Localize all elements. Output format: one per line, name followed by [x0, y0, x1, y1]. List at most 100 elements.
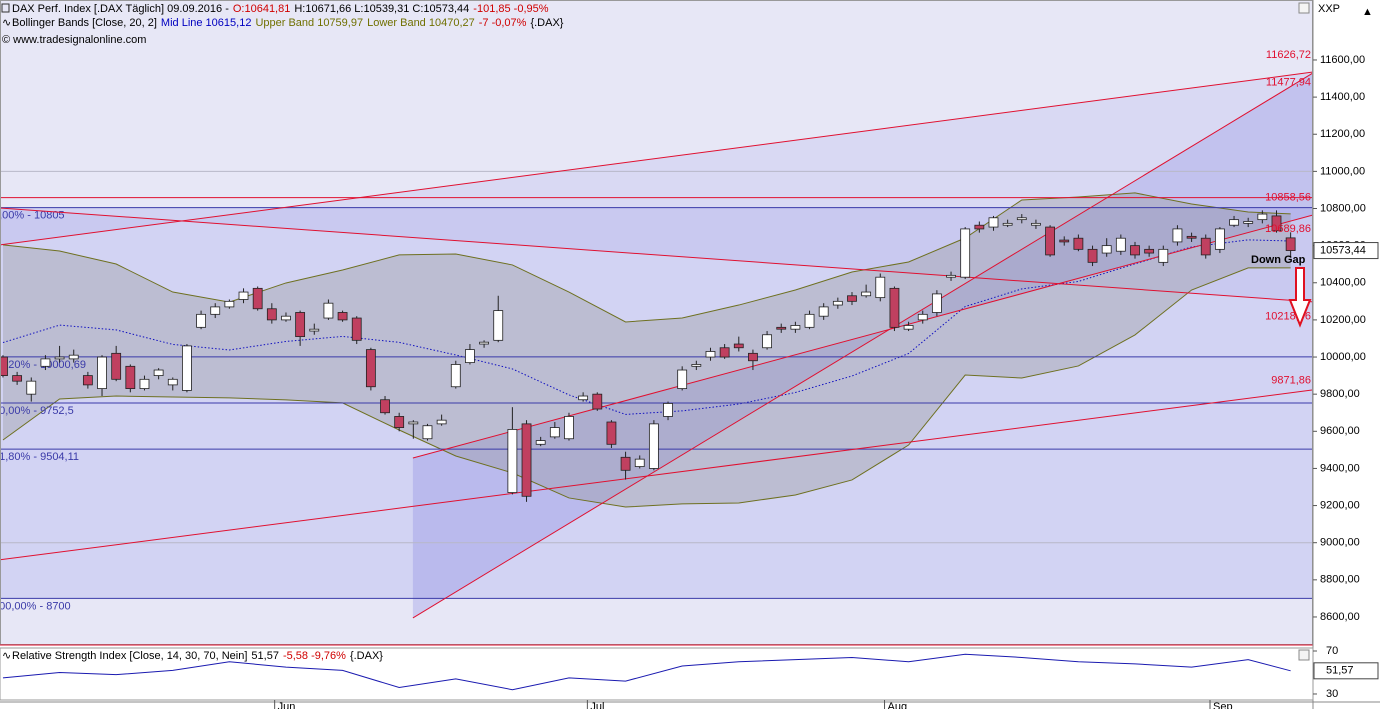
legend-part: {.DAX} — [350, 650, 383, 662]
candle-body — [549, 427, 560, 438]
candle-body — [776, 326, 787, 330]
y-tick-label: 9000,00 — [1320, 537, 1360, 549]
y-tick-label: 10800,00 — [1320, 202, 1366, 214]
y-tick-label: 8800,00 — [1320, 574, 1360, 586]
candle-body — [337, 312, 348, 321]
candle-body — [0, 356, 8, 377]
candle-body — [1101, 245, 1112, 254]
legend-text: Bollinger Bands [Close, 20, 2] Mid Line 1… — [12, 17, 564, 29]
candle-body — [733, 343, 744, 349]
candle-body — [889, 287, 900, 328]
candle-body — [804, 313, 815, 328]
candle-body — [1073, 237, 1084, 250]
candle-body — [677, 369, 688, 389]
candle-body — [408, 421, 419, 425]
legend-part: 51,57 — [251, 650, 279, 662]
x-tick-label: Sep — [1213, 701, 1233, 709]
rsi-panel — [0, 647, 1314, 701]
trend-line — [0, 389, 1314, 561]
channel-fill — [0, 72, 1313, 302]
candle-body — [535, 440, 546, 445]
y-tick-label: 10000,00 — [1320, 351, 1366, 363]
y-tick-label: 9200,00 — [1320, 499, 1360, 511]
axis-button: ▲ — [1362, 6, 1373, 18]
candle-body — [578, 395, 589, 401]
y-tick-label: 9800,00 — [1320, 388, 1360, 400]
candle-body — [1271, 215, 1282, 232]
legend-part: Upper Band 10759,97 — [255, 17, 363, 29]
candle-body — [281, 315, 291, 321]
bollinger-lower — [2, 267, 1291, 508]
legend-part: Relative Strength Index [Close, 14, 30, … — [12, 650, 247, 662]
symbol: XXP — [1318, 3, 1340, 15]
candle-body — [12, 375, 23, 382]
candle-body — [1285, 237, 1296, 251]
candle-body — [1045, 226, 1055, 256]
candle-body — [224, 300, 235, 308]
candle-body — [1130, 245, 1140, 256]
rsi-tick-label: 70 — [1326, 645, 1338, 657]
candle-body — [1200, 237, 1211, 256]
legend-text: DAX Perf. Index [.DAX Täglich] 09.09.201… — [12, 3, 549, 15]
fib-label: 50,00% - 9752,5 — [0, 405, 74, 417]
candle-body — [465, 349, 475, 364]
y-tick-label: 11000,00 — [1320, 165, 1365, 177]
candle-body — [861, 291, 872, 297]
trend-line — [412, 72, 1314, 619]
last-price: 10573,44 — [1320, 244, 1366, 256]
legend-part: DAX Perf. Index [.DAX Täglich] 09.09.201… — [12, 3, 229, 15]
x-tick-label: Jun — [278, 701, 296, 709]
candle-body — [521, 423, 532, 497]
candle-body — [903, 325, 914, 330]
candle-body — [648, 423, 659, 469]
y-tick-label: 9600,00 — [1320, 425, 1360, 437]
candle-body — [1257, 213, 1268, 221]
candle-body — [380, 399, 390, 414]
candle-body — [663, 403, 673, 417]
candle-body — [917, 313, 928, 321]
trend-line — [0, 207, 1314, 303]
candle-body — [960, 228, 971, 278]
x-tick-label: Aug — [888, 701, 908, 709]
legend-part: Mid Line 10615,12 — [161, 17, 252, 29]
candle-body — [691, 364, 702, 367]
legend-icon: ∿ — [2, 17, 11, 29]
candle-body — [196, 313, 206, 328]
y-tick-label: 10400,00 — [1320, 277, 1366, 289]
candle-body — [606, 421, 617, 445]
candle-body — [422, 425, 433, 440]
y-tick-label: 11600,00 — [1320, 54, 1365, 66]
candle-body — [564, 416, 574, 440]
price-label: 11477,94 — [1266, 77, 1311, 89]
candle-body — [847, 295, 857, 302]
candle-body — [252, 287, 263, 310]
legend-part: -101,85 -0,95% — [473, 3, 548, 15]
candle-body — [125, 365, 136, 389]
candle-body — [97, 356, 107, 389]
candle-body — [68, 354, 79, 360]
candle-body — [1144, 248, 1155, 254]
candle-body — [1002, 222, 1013, 226]
gap-arrow — [1288, 267, 1312, 328]
bollinger-mid — [2, 239, 1291, 415]
bollinger-upper — [2, 192, 1291, 323]
candle-body — [1087, 248, 1098, 263]
candle-body — [394, 416, 405, 428]
candle-body — [719, 347, 730, 358]
candle-body — [1115, 237, 1126, 252]
candle-body — [210, 306, 221, 315]
candle-body — [139, 378, 150, 389]
legend-icon: ∿ — [2, 650, 11, 662]
candle-body — [493, 310, 504, 341]
candle-body — [309, 328, 320, 332]
source-text: © www.tradesignalonline.com — [2, 34, 146, 46]
x-tick-label: Jul — [590, 701, 604, 709]
title-icon — [1, 3, 10, 13]
candle-body — [111, 352, 122, 380]
axis-area — [1313, 0, 1380, 709]
legend-part: O:10641,81 — [233, 3, 291, 15]
candle-body — [323, 302, 334, 319]
candle-body — [762, 334, 772, 349]
